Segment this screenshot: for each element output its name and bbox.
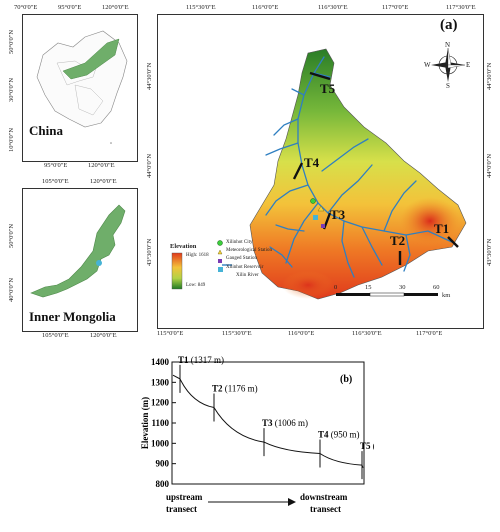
legend-item-city: Xilinhot City <box>226 240 253 245</box>
scale-bar <box>336 292 438 297</box>
xilinhot-city-marker <box>310 198 316 204</box>
legend-item-gauged: Gauged Station <box>226 256 257 261</box>
legend-item-met: Meteorological Station <box>226 248 272 253</box>
main-lon-top-0: 115°30'0"E <box>186 4 216 11</box>
reservoir-marker <box>313 215 318 220</box>
profile-chart: 1400 1300 1200 1100 1000 900 800 Elevation (m) (… <box>138 352 402 527</box>
main-lon-top-3: 117°0'0"E <box>382 4 409 11</box>
y-tick-label: 800 <box>156 479 170 489</box>
china-lat-1: 30°0'0"N <box>8 77 15 102</box>
transect-label-t2: T2 (1176 m) <box>212 384 258 394</box>
mongolia-lon-top-1: 120°0'0"E <box>90 178 117 185</box>
china-lat-2: 10°0'0"N <box>8 127 15 152</box>
compass-rose <box>431 47 466 82</box>
panel-a-label: (a) <box>440 17 458 33</box>
china-lon-bottom-0: 95°0'0"E <box>44 162 68 169</box>
compass-n: N <box>445 41 451 49</box>
downstream-label: downstream <box>300 492 348 502</box>
china-lon-top-0: 70°0'0"E <box>14 4 38 11</box>
transect-t2-label: T2 <box>390 233 406 248</box>
china-outline-map <box>36 30 128 144</box>
inner-mongolia-label: Inner Mongolia <box>29 309 116 324</box>
inner-mongolia-map <box>30 204 126 298</box>
y-tick-label: 1200 <box>151 398 170 408</box>
basin-elevation <box>249 48 467 300</box>
legend-low: Low: 849 <box>186 283 206 288</box>
china-lon-top-2: 120°0'0"E <box>102 4 129 11</box>
transect-label-t4: T4 (950 m) <box>318 430 360 440</box>
legend-high: High: 1618 <box>186 253 209 258</box>
profile-chart-svg: 1400 1300 1200 1100 1000 900 800 Elevation (m) (… <box>140 355 402 514</box>
scale-60: 60 <box>433 284 440 291</box>
mongolia-lon-bottom-0: 105°0'0"E <box>42 332 69 339</box>
main-lon-top-1: 116°0'0"E <box>252 4 279 11</box>
flow-arrow-head <box>288 498 296 506</box>
y-tick-label: 900 <box>156 459 170 469</box>
china-lon-top-1: 95°0'0"E <box>58 4 82 11</box>
transect-t4-label: T4 <box>304 155 320 170</box>
xilin-river-network <box>265 56 455 278</box>
inner-mongolia-inset: Inner Mongolia <box>22 188 138 332</box>
transect-t5-label: T5 <box>320 81 336 96</box>
upstream-transect-label: transect <box>166 504 197 514</box>
legend-title: Elevation <box>170 243 197 250</box>
china-label: China <box>29 123 63 138</box>
panel-b-label: (b) <box>340 374 352 385</box>
main-lat-left-0: 44°30'0"N <box>146 62 153 90</box>
legend-symbols <box>217 240 223 272</box>
mongolia-lon-top-0: 105°0'0"E <box>42 178 69 185</box>
main-lat-right-1: 44°0'0"N <box>486 153 493 178</box>
upstream-label: upstream <box>166 492 203 502</box>
legend <box>171 252 232 290</box>
meteorological-station-marker <box>317 205 325 212</box>
y-tick-label: 1400 <box>151 357 170 367</box>
main-lon-top-4: 117°30'0"E <box>446 4 476 11</box>
scale-15: 15 <box>365 284 372 291</box>
transect-t1-label: T1 <box>434 221 450 236</box>
main-lon-bottom-3: 116°30'0"E <box>352 330 382 337</box>
elevation-map-svg <box>171 47 467 300</box>
transect-label-t5: T5 (893 m) <box>360 441 374 451</box>
scale-0: 0 <box>334 284 338 291</box>
downstream-transect-label: transect <box>310 504 341 514</box>
main-lon-bottom-0: 115°0'0"E <box>157 330 184 337</box>
china-lon-bottom-1: 120°0'0"E <box>88 162 115 169</box>
scale-unit: km <box>442 292 451 299</box>
main-lat-right-0: 44°30'0"N <box>486 62 493 90</box>
compass-e: E <box>466 61 471 69</box>
mongolia-lat-1: 40°0'0"N <box>8 277 15 302</box>
china-lat-0: 50°0'0"N <box>8 29 15 54</box>
transect-t3-label: T3 <box>330 207 346 222</box>
mongolia-lon-bottom-1: 120°0'0"E <box>90 332 117 339</box>
main-lon-bottom-1: 115°30'0"E <box>222 330 252 337</box>
legend-item-river: Xilin River <box>236 273 259 278</box>
main-lat-left-2: 43°30'0"N <box>146 238 153 266</box>
china-inset: China <box>22 14 138 162</box>
y-axis-title: Elevation (m) <box>140 397 150 449</box>
main-lon-top-2: 116°30'0"E <box>318 4 348 11</box>
compass-s: S <box>446 82 450 90</box>
transect-label-t3: T3 (1006 m) <box>262 418 308 428</box>
mongolia-lat-0: 50°0'0"N <box>8 223 15 248</box>
y-tick-label: 1000 <box>151 438 170 448</box>
gauged-station-marker <box>321 224 325 228</box>
scale-30: 30 <box>399 284 406 291</box>
compass-w: W <box>424 61 431 69</box>
legend-item-reservoir: Xilinhot Reservoir <box>226 265 264 270</box>
main-lat-right-2: 43°30'0"N <box>486 238 493 266</box>
main-lat-left-1: 44°0'0"N <box>146 153 153 178</box>
y-tick-label: 1100 <box>151 418 169 428</box>
main-lon-bottom-4: 117°0'0"E <box>416 330 443 337</box>
y-tick-label: 1300 <box>151 377 170 387</box>
transect-label-t1: T1 (1317 m) <box>178 355 224 365</box>
main-map: (a) N S W E T5 T4 T3 T2 T1 Elevation Hig… <box>157 14 484 329</box>
main-lon-bottom-2: 116°0'0"E <box>288 330 315 337</box>
